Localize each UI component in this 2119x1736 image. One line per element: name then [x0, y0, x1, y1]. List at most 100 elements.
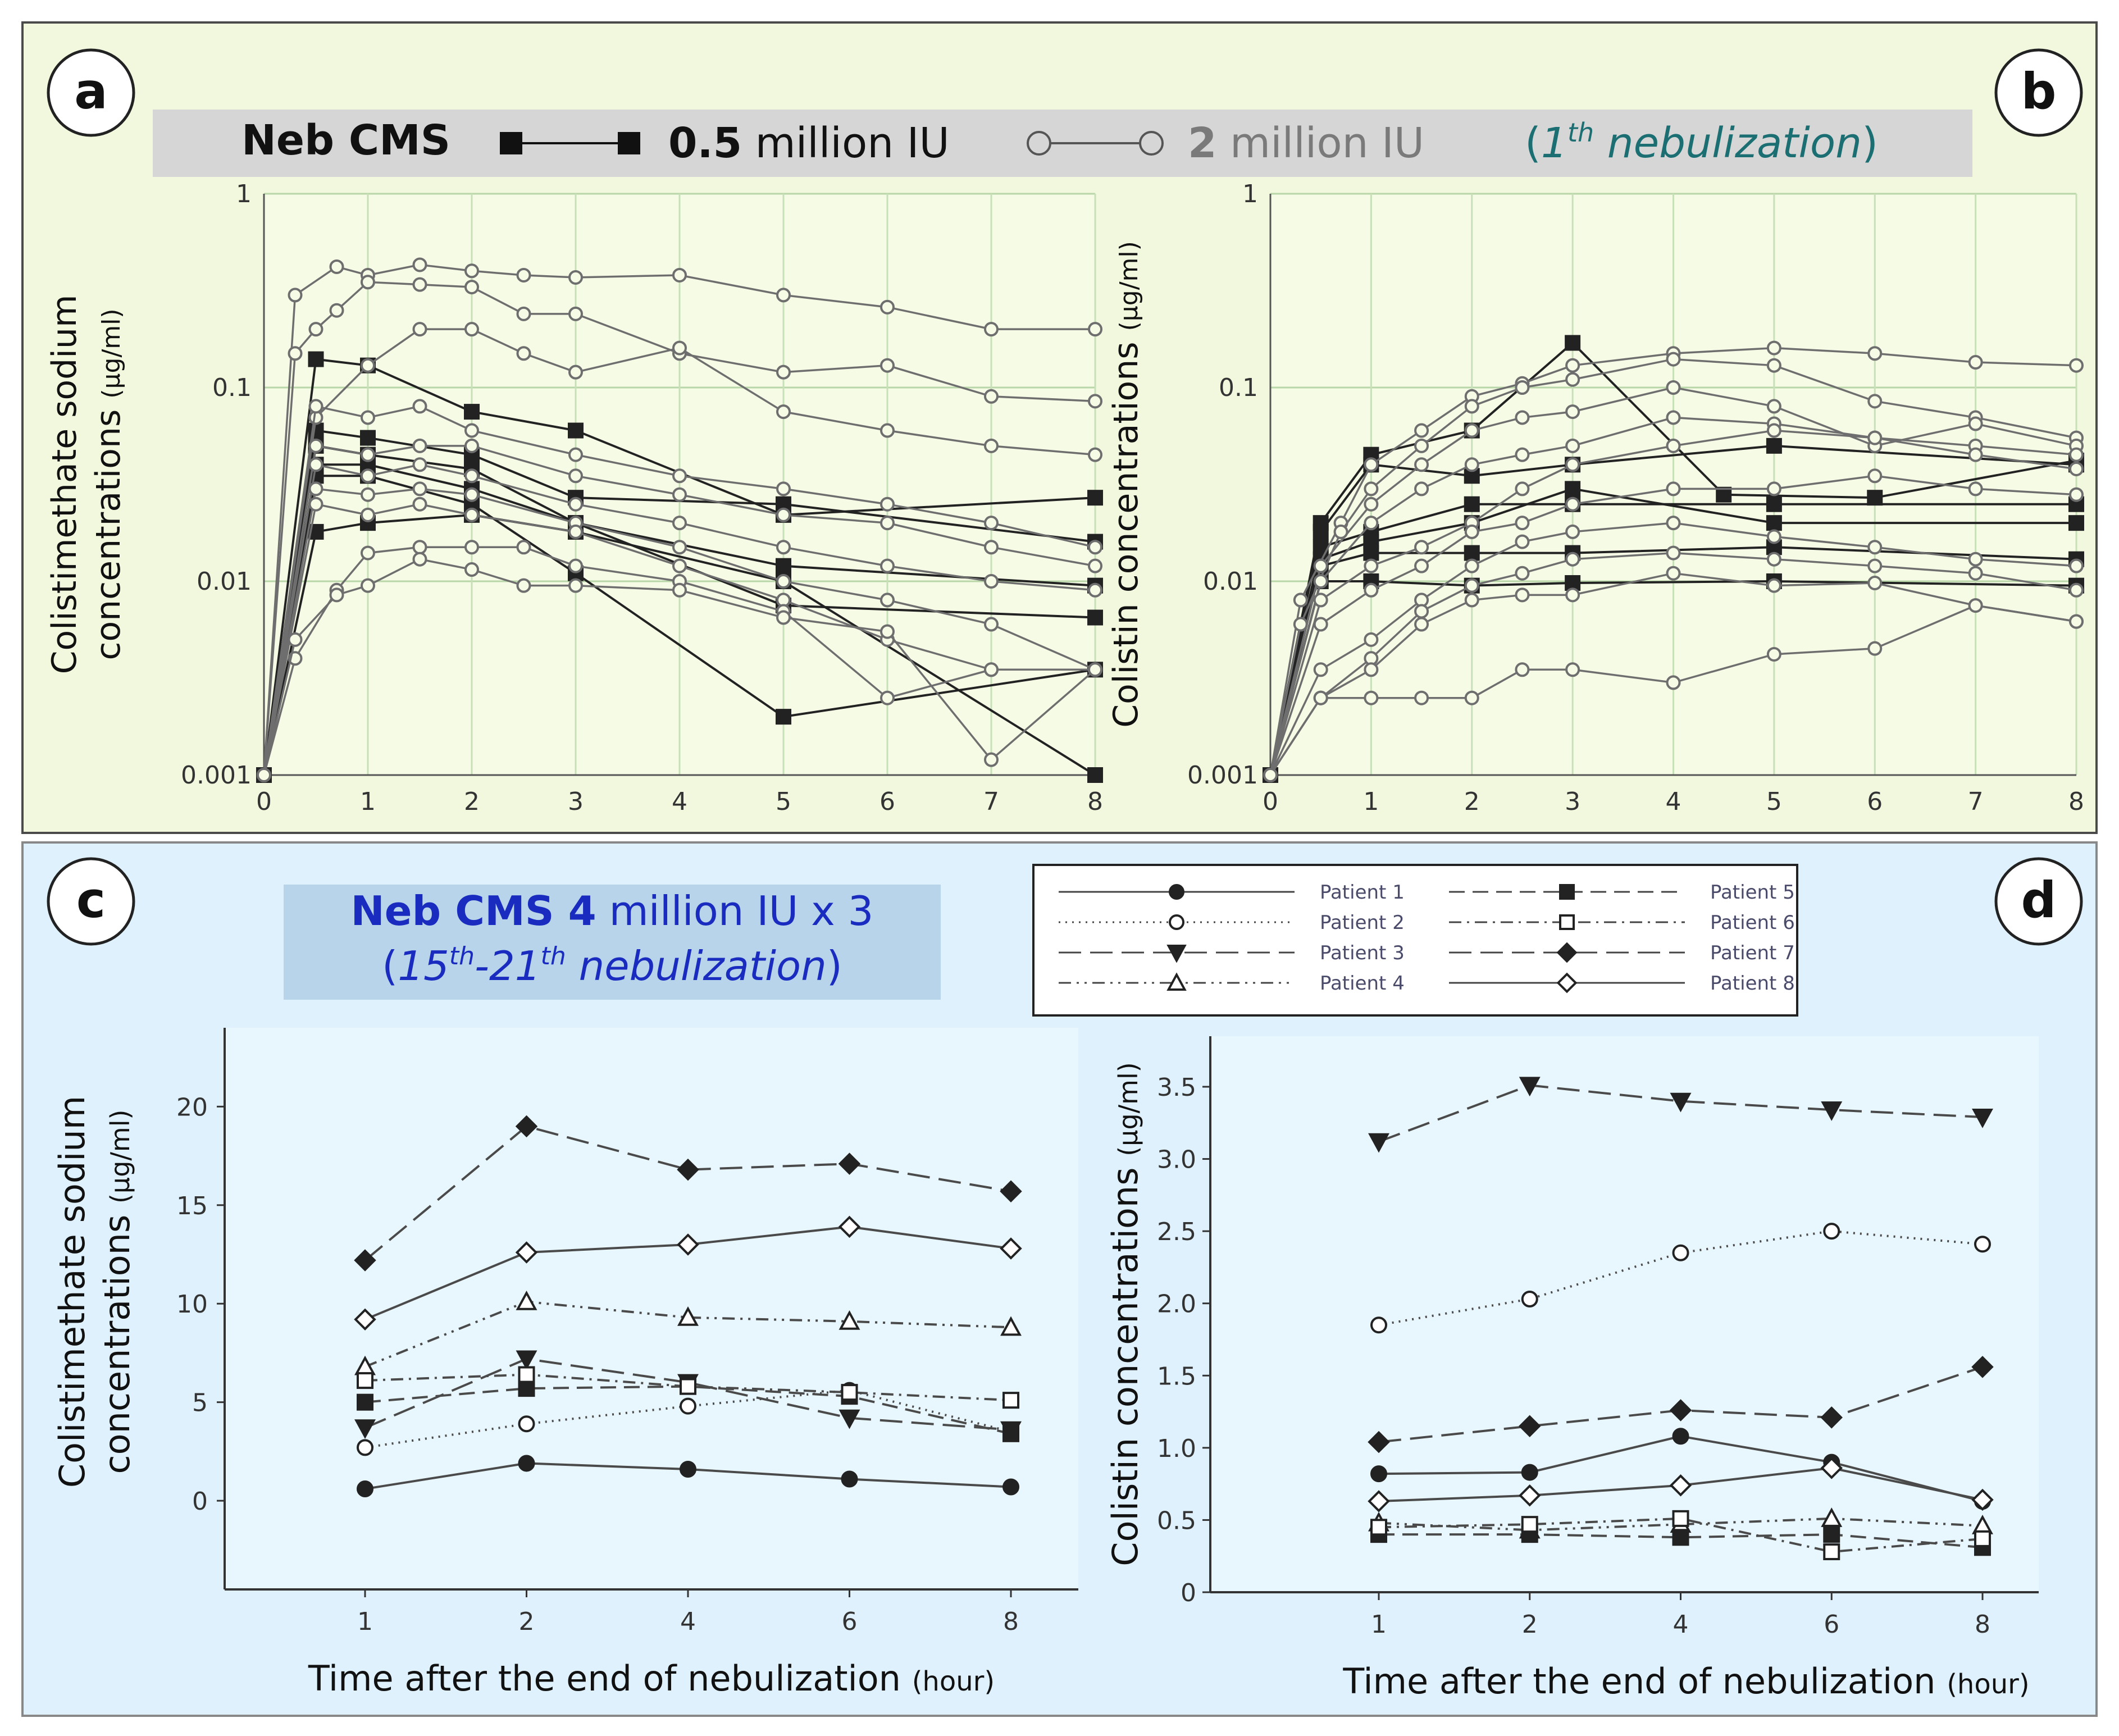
data-point [880, 423, 895, 438]
data-point [518, 1366, 535, 1383]
patient-legend: Patient 1 Patient 2 Patient 3 Patient 4 Pati… [1032, 864, 1798, 1017]
data-point [1519, 1484, 1541, 1507]
data-point [1766, 358, 1781, 373]
data-point [672, 468, 687, 484]
data-point [1000, 1316, 1022, 1336]
data-point [1313, 617, 1328, 632]
y-axis-title: Colistimethate sodium concentrations (µg/… [52, 1096, 138, 1488]
data-point [464, 562, 479, 577]
data-point [357, 1480, 373, 1498]
series-line [364, 1125, 1011, 1261]
series-line [1269, 572, 2077, 776]
data-point [1867, 394, 1883, 409]
y-tick-label: 1 [236, 180, 252, 208]
data-point [1565, 587, 1580, 603]
data-point [984, 752, 999, 767]
data-point [839, 1310, 860, 1330]
data-point [1823, 1543, 1840, 1560]
y-tick-label: 5 [192, 1389, 208, 1418]
data-point [1414, 481, 1429, 496]
data-point [1464, 578, 1479, 593]
data-point [1515, 566, 1530, 581]
y-tick-label: 15 [176, 1192, 208, 1220]
legend-label: Patient 3 [1320, 942, 1405, 964]
data-point [1414, 540, 1429, 555]
data-point [677, 1233, 699, 1256]
data-point [1515, 481, 1530, 496]
data-point [361, 410, 375, 425]
x-tick-label: 6 [1867, 787, 1883, 816]
data-point [1088, 447, 1102, 462]
data-point [1968, 566, 1983, 581]
data-point [1364, 582, 1379, 598]
data-point [361, 507, 375, 522]
data-point [1666, 410, 1681, 425]
data-point [984, 516, 999, 531]
data-point [1313, 523, 1329, 540]
x-tick-label: 6 [842, 1607, 858, 1636]
legend-label: Patient 7 [1710, 942, 1795, 964]
y-tick-label: 1.0 [1157, 1434, 1196, 1463]
data-point [1515, 516, 1530, 531]
data-point [568, 306, 583, 321]
data-point [1971, 1488, 1994, 1511]
data-point [2069, 487, 2084, 502]
data-point [1364, 516, 1379, 531]
series-line [1269, 429, 2077, 776]
data-point [464, 540, 479, 555]
data-point [1464, 399, 1479, 414]
data-point [464, 280, 479, 295]
data-point [838, 1152, 861, 1175]
bottom-header-line2: (15th-21th nebulization) [382, 942, 842, 990]
data-point [518, 1455, 535, 1472]
data-point [412, 277, 427, 292]
data-point [464, 468, 479, 484]
x-tick-label: 6 [1824, 1610, 1839, 1639]
data-point [516, 1350, 537, 1370]
data-point [1515, 662, 1530, 677]
data-point [880, 558, 895, 573]
data-point [1666, 380, 1681, 395]
data-point [1820, 1457, 1843, 1479]
data-point [776, 610, 791, 625]
data-point [1867, 346, 1883, 361]
data-point [1002, 1425, 1019, 1442]
data-point [354, 1308, 376, 1331]
y-tick-label: 0 [192, 1487, 208, 1516]
data-point [1821, 1507, 1843, 1527]
y-tick-label: 0.5 [1157, 1506, 1196, 1535]
data-point [1364, 690, 1379, 705]
plot-area [225, 1028, 1078, 1589]
data-point [776, 540, 791, 555]
data-point [568, 578, 583, 593]
data-point [412, 552, 427, 567]
data-point [880, 624, 895, 639]
x-axis-title: Time after the end of nebulization (hour… [1342, 1661, 2029, 1702]
series-line [1269, 416, 2077, 776]
data-point [1974, 1530, 1991, 1547]
data-point [1368, 1490, 1390, 1512]
data-point [568, 558, 583, 573]
x-tick-label: 4 [680, 1607, 696, 1636]
data-point [1968, 416, 1983, 431]
data-point [515, 1115, 538, 1138]
data-point [672, 267, 687, 283]
panel-label-c: c [47, 857, 135, 946]
data-point [308, 322, 323, 337]
data-point [2069, 461, 2084, 476]
data-point [880, 593, 895, 608]
data-point [1370, 1316, 1387, 1334]
data-point [308, 496, 323, 512]
data-point [1968, 447, 1983, 462]
data-point [1519, 1415, 1541, 1438]
x-tick-label: 2 [464, 787, 480, 816]
data-point [880, 516, 895, 531]
data-point [841, 1470, 858, 1488]
data-point [1565, 438, 1580, 453]
y-tick-label: 2.0 [1157, 1290, 1196, 1319]
data-point [361, 468, 375, 484]
series-line [1378, 1084, 1983, 1143]
data-point [568, 468, 583, 484]
data-point [412, 481, 427, 496]
data-point [1515, 534, 1530, 549]
